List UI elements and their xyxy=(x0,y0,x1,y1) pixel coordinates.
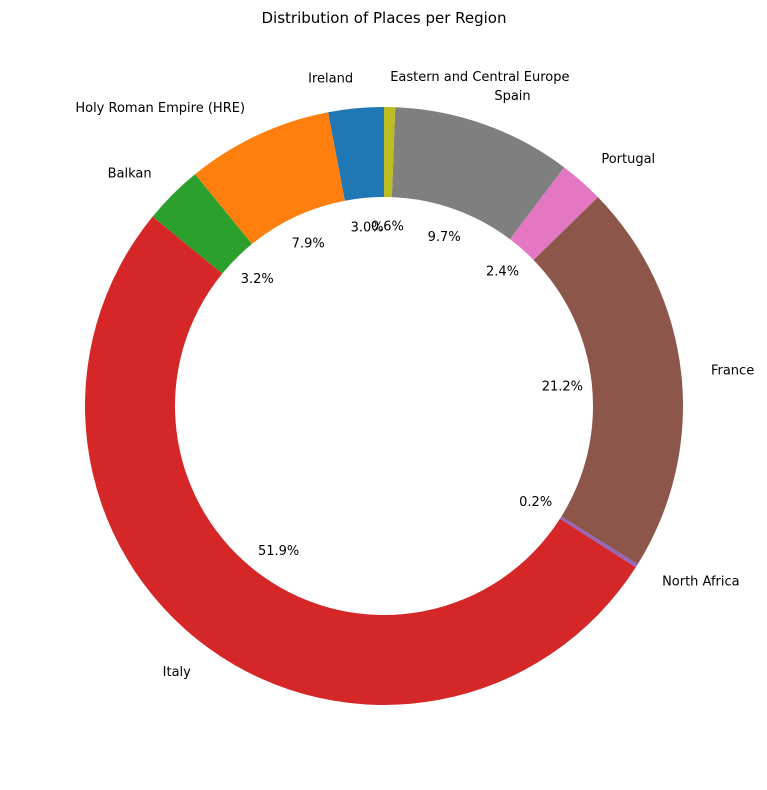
slice-ireland xyxy=(328,107,384,201)
slice-pct-france: 21.2% xyxy=(542,380,583,395)
slice-label-spain: Spain xyxy=(494,89,530,104)
slice-label-holy-roman-empire-hre: Holy Roman Empire (HRE) xyxy=(75,101,245,116)
slice-italy xyxy=(84,216,636,706)
chart-title: Distribution of Places per Region xyxy=(261,9,506,27)
slice-france xyxy=(533,197,684,565)
slice-label-balkan: Balkan xyxy=(108,166,152,181)
slice-pct-holy-roman-empire-hre: 7.9% xyxy=(292,236,325,251)
slice-north-africa xyxy=(559,516,638,568)
slice-label-italy: Italy xyxy=(163,665,192,680)
slice-label-ireland: Ireland xyxy=(308,72,353,87)
slice-balkan xyxy=(152,174,252,274)
slice-pct-spain: 9.7% xyxy=(428,230,461,245)
slice-label-eastern-and-central-europe: Eastern and Central Europe xyxy=(390,70,569,85)
slice-pct-eastern-and-central-europe: 0.6% xyxy=(371,220,404,235)
slice-pct-north-africa: 0.2% xyxy=(519,495,552,510)
slices-group xyxy=(84,107,684,706)
slice-pct-balkan: 3.2% xyxy=(241,272,274,287)
slice-pct-italy: 51.9% xyxy=(258,544,299,559)
slice-eastern-and-central-europe xyxy=(384,107,396,198)
slice-label-portugal: Portugal xyxy=(601,152,655,167)
slice-spain xyxy=(391,107,565,240)
slice-pct-portugal: 2.4% xyxy=(486,264,519,279)
slice-pct-ireland: 3.0% xyxy=(351,220,384,235)
slice-portugal xyxy=(509,167,598,260)
slice-label-france: France xyxy=(711,363,754,378)
slice-holy-roman-empire-hre xyxy=(195,112,345,245)
labels-group: Ireland 3.0% Holy Roman Empire (HRE) 7.9% Ba… xyxy=(75,70,754,680)
slice-label-north-africa: North Africa xyxy=(662,575,740,590)
